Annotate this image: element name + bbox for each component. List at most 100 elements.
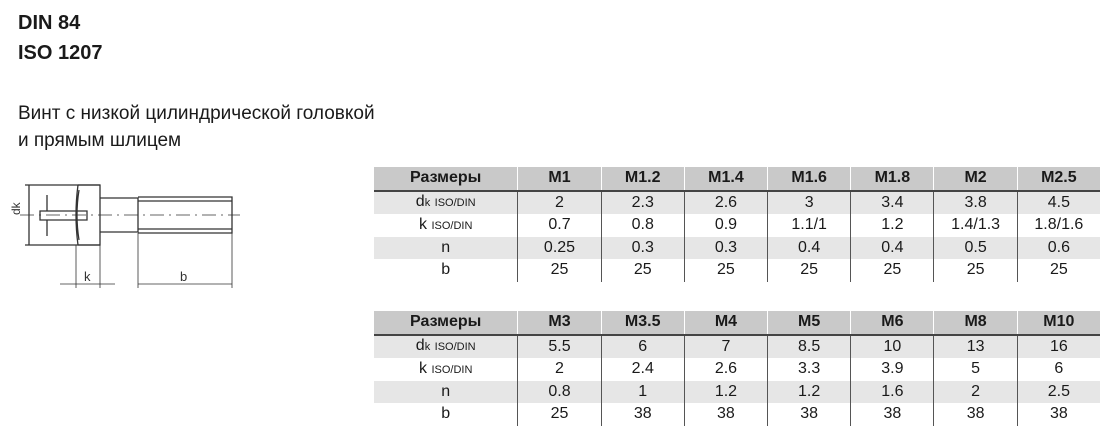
cell-k: 2.6 <box>683 358 768 381</box>
cell-n: 0.3 <box>600 236 685 259</box>
cell-sizes: M5 <box>767 311 851 336</box>
description: Винт с низкой цилиндрической головкой и … <box>18 100 375 154</box>
cell-dk: 16 <box>1016 334 1100 358</box>
row-label: dk ISO/DIN <box>374 334 518 358</box>
cell-b: 25 <box>767 259 851 282</box>
table-row-sizes: Размеры M3 M3.5 M4 M5 M6 M8 M10 <box>374 311 1100 336</box>
row-label: Размеры <box>374 167 518 192</box>
row-label: k ISO/DIN <box>418 359 473 377</box>
cell-b: 38 <box>767 403 851 426</box>
standard-iso: ISO 1207 <box>18 42 103 64</box>
cell-sizes: M1.2 <box>600 167 685 192</box>
dk-label: dk <box>9 201 23 215</box>
cell-k: 1.4/1.3 <box>933 214 1018 237</box>
row-label: dk ISO/DIN <box>374 190 518 214</box>
row-label: n <box>374 380 518 403</box>
row-label: k ISO/DIN <box>418 215 473 233</box>
cell-sizes: M2.5 <box>1016 167 1100 192</box>
cell-b: 25 <box>683 259 768 282</box>
cell-n: 0.4 <box>850 236 934 259</box>
description-line: и прямым шлицем <box>18 130 182 151</box>
cell-n: 0.6 <box>1016 236 1100 259</box>
cell-b: 38 <box>1016 403 1100 426</box>
cell-n: 0.25 <box>517 236 602 259</box>
cell-k: 1.1/1 <box>767 214 851 237</box>
cell-k: 0.8 <box>600 214 685 237</box>
cell-n: 1 <box>600 380 685 403</box>
cell-sizes: M8 <box>933 311 1018 336</box>
cell-sizes: M1 <box>517 167 602 192</box>
cell-b: 25 <box>600 259 685 282</box>
cell-sizes: M1.8 <box>850 167 934 192</box>
cell-n: 1.2 <box>683 380 768 403</box>
cell-n: 1.6 <box>850 380 934 403</box>
row-label: b <box>441 405 451 423</box>
cell-dk: 2.6 <box>683 190 768 214</box>
cell-dk: 6 <box>600 334 685 358</box>
screw-drawing: dk k b <box>9 184 240 288</box>
table-row-k: k ISO/DIN 2 2.4 2.6 3.3 3.9 5 6 <box>374 358 1100 381</box>
cell-dk: 10 <box>850 334 934 358</box>
cell-b: 38 <box>933 403 1018 426</box>
row-label: b <box>441 261 451 279</box>
k-label: k <box>84 269 91 284</box>
cell-sizes: M3.5 <box>600 311 685 336</box>
row-label: n <box>374 236 518 259</box>
dimensions-table-2: Размеры M3 M3.5 M4 M5 M6 M8 M10 dk ISO/DIN 5.5 6 7 8… <box>374 311 1100 426</box>
cell-b: 38 <box>850 403 934 426</box>
cell-dk: 13 <box>933 334 1018 358</box>
description-line: Винт с низкой цилиндрической головкой <box>18 103 375 124</box>
cell-dk: 5.5 <box>517 334 602 358</box>
cell-k: 0.7 <box>517 214 602 237</box>
cell-sizes: M4 <box>683 311 768 336</box>
cell-k: 3.3 <box>767 358 851 381</box>
cell-dk: 8.5 <box>767 334 851 358</box>
cell-k: 6 <box>1016 358 1100 381</box>
cell-k: 0.9 <box>683 214 768 237</box>
cell-sizes: M10 <box>1016 311 1100 336</box>
cell-sizes: M3 <box>517 311 602 336</box>
table-row-dk: dk ISO/DIN 5.5 6 7 8.5 10 13 16 <box>374 334 1100 358</box>
cell-k: 1.2 <box>850 214 934 237</box>
cell-b: 25 <box>1016 259 1100 282</box>
cell-b: 25 <box>850 259 934 282</box>
cell-n: 2.5 <box>1016 380 1100 403</box>
cell-n: 0.5 <box>933 236 1018 259</box>
cell-k: 1.8/1.6 <box>1016 214 1100 237</box>
cell-n: 2 <box>933 380 1018 403</box>
table-row-k: k ISO/DIN 0.7 0.8 0.9 1.1/1 1.2 1.4/1.3 1.8/1.6 <box>374 214 1100 237</box>
cell-k: 3.9 <box>850 358 934 381</box>
cell-n: 1.2 <box>767 380 851 403</box>
table-row-b: b 25 38 38 38 38 38 38 <box>374 403 1100 426</box>
cell-b: 25 <box>933 259 1018 282</box>
cell-sizes: M1.4 <box>683 167 768 192</box>
cell-k: 2 <box>517 358 602 381</box>
cell-dk: 2 <box>517 190 602 214</box>
cell-k: 2.4 <box>600 358 685 381</box>
row-label: Размеры <box>374 311 518 336</box>
cell-n: 0.8 <box>517 380 602 403</box>
standard-din: DIN 84 <box>18 12 81 34</box>
cell-b: 38 <box>683 403 768 426</box>
cell-b: 25 <box>517 403 602 426</box>
b-label: b <box>180 269 187 284</box>
cell-dk: 3 <box>767 190 851 214</box>
cell-dk: 3.4 <box>850 190 934 214</box>
table-row-b: b 25 25 25 25 25 25 25 <box>374 259 1100 282</box>
cell-sizes: M6 <box>850 311 934 336</box>
cell-dk: 4.5 <box>1016 190 1100 214</box>
table-row-dk: dk ISO/DIN 2 2.3 2.6 3 3.4 3.8 4.5 <box>374 190 1100 214</box>
cell-dk: 2.3 <box>600 190 685 214</box>
cell-b: 38 <box>600 403 685 426</box>
cell-b: 25 <box>517 259 602 282</box>
table-row-n: n 0.25 0.3 0.3 0.4 0.4 0.5 0.6 <box>374 236 1100 259</box>
cell-n: 0.4 <box>767 236 851 259</box>
table-row-n: n 0.8 1 1.2 1.2 1.6 2 2.5 <box>374 380 1100 403</box>
cell-k: 5 <box>933 358 1018 381</box>
table-row-sizes: Размеры M1 M1.2 M1.4 M1.6 M1.8 M2 M2.5 <box>374 167 1100 192</box>
cell-sizes: M1.6 <box>767 167 851 192</box>
cell-dk: 7 <box>683 334 768 358</box>
cell-n: 0.3 <box>683 236 768 259</box>
dimensions-table-1: Размеры M1 M1.2 M1.4 M1.6 M1.8 M2 M2.5 dk ISO/DI… <box>374 167 1100 282</box>
cell-dk: 3.8 <box>933 190 1018 214</box>
